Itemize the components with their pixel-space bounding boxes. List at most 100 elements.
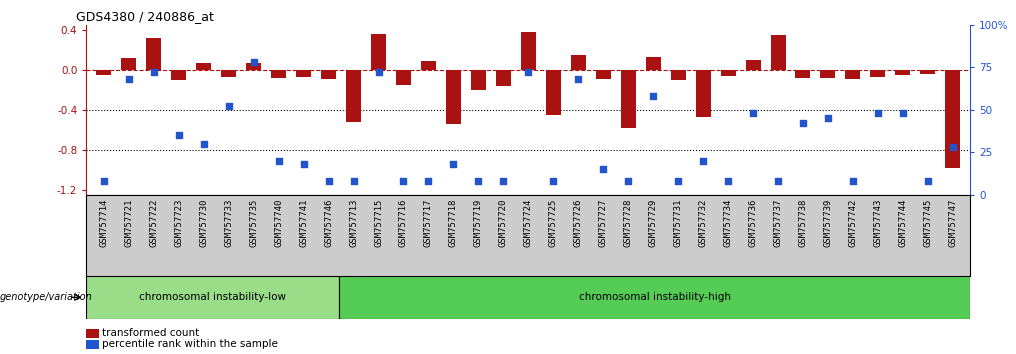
Bar: [421, 61, 436, 70]
Point: [745, 110, 761, 116]
Text: percentile rank within the sample: percentile rank within the sample: [102, 339, 277, 349]
Bar: [172, 70, 186, 80]
Bar: [371, 34, 386, 70]
Text: GSM757723: GSM757723: [175, 199, 183, 247]
Bar: [696, 70, 710, 117]
Text: GSM757717: GSM757717: [424, 199, 433, 247]
Point: [820, 115, 836, 121]
Text: GSM757733: GSM757733: [225, 199, 234, 247]
Point: [96, 178, 112, 184]
Text: GSM757721: GSM757721: [124, 199, 133, 247]
Point: [770, 178, 786, 184]
Point: [470, 178, 487, 184]
Text: GSM757728: GSM757728: [624, 199, 633, 247]
Bar: [271, 70, 287, 78]
Bar: [346, 70, 361, 122]
Point: [270, 158, 287, 164]
Point: [844, 178, 861, 184]
Text: GSM757744: GSM757744: [898, 199, 907, 247]
Point: [795, 120, 811, 126]
Text: GSM757731: GSM757731: [674, 199, 683, 247]
Text: GSM757730: GSM757730: [199, 199, 208, 247]
Bar: [321, 70, 336, 79]
Point: [870, 110, 886, 116]
Point: [919, 178, 936, 184]
Text: GSM757732: GSM757732: [699, 199, 707, 247]
Point: [546, 178, 562, 184]
Bar: [646, 57, 660, 70]
Bar: [339, 276, 970, 319]
Text: GSM757745: GSM757745: [924, 199, 933, 247]
Bar: [396, 70, 410, 85]
Text: GSM757734: GSM757734: [723, 199, 733, 247]
Text: GSM757735: GSM757735: [249, 199, 258, 247]
Bar: [770, 35, 785, 70]
Text: chromosomal instability-low: chromosomal instability-low: [139, 292, 287, 302]
Bar: [546, 70, 561, 115]
Point: [620, 178, 636, 184]
Bar: [121, 58, 136, 70]
Text: GSM757718: GSM757718: [449, 199, 458, 247]
Point: [296, 161, 312, 167]
Point: [220, 103, 237, 109]
Text: genotype/variation: genotype/variation: [0, 292, 92, 302]
Point: [645, 93, 661, 99]
Bar: [221, 70, 236, 77]
Bar: [521, 32, 535, 70]
Text: GSM757726: GSM757726: [574, 199, 583, 247]
Text: GSM757742: GSM757742: [848, 199, 858, 247]
Text: GSM757727: GSM757727: [598, 199, 608, 247]
Point: [246, 59, 262, 65]
Bar: [496, 70, 511, 86]
Bar: [296, 70, 311, 77]
Point: [670, 178, 686, 184]
Point: [145, 69, 162, 75]
Point: [445, 161, 461, 167]
Text: GSM757747: GSM757747: [948, 199, 957, 247]
Bar: [720, 70, 736, 76]
Bar: [945, 70, 960, 168]
Point: [570, 76, 586, 82]
Point: [421, 178, 437, 184]
Text: GSM757740: GSM757740: [274, 199, 283, 247]
Bar: [246, 63, 261, 70]
Text: GSM757746: GSM757746: [324, 199, 333, 247]
Bar: [821, 70, 835, 78]
Point: [121, 76, 137, 82]
Point: [196, 141, 212, 147]
Bar: [470, 70, 486, 90]
Text: GSM757714: GSM757714: [100, 199, 109, 247]
Text: transformed count: transformed count: [102, 329, 199, 338]
Point: [171, 132, 187, 138]
Text: GSM757716: GSM757716: [399, 199, 408, 247]
Text: GSM757724: GSM757724: [524, 199, 532, 247]
Text: GDS4380 / 240886_at: GDS4380 / 240886_at: [76, 10, 214, 23]
Text: GSM757739: GSM757739: [823, 199, 832, 247]
Text: GSM757738: GSM757738: [799, 199, 808, 247]
Text: chromosomal instability-high: chromosomal instability-high: [578, 292, 731, 302]
Text: GSM757743: GSM757743: [874, 199, 882, 247]
Point: [695, 158, 711, 164]
Bar: [895, 70, 910, 75]
Point: [371, 69, 387, 75]
Bar: [796, 70, 811, 78]
Text: GSM757719: GSM757719: [473, 199, 483, 247]
Point: [945, 144, 961, 150]
Bar: [871, 70, 885, 77]
Bar: [86, 276, 339, 319]
Bar: [146, 38, 162, 70]
Bar: [446, 70, 461, 124]
Text: GSM757713: GSM757713: [350, 199, 358, 247]
Bar: [746, 60, 761, 70]
Point: [345, 178, 362, 184]
Text: GSM757737: GSM757737: [773, 199, 782, 247]
Text: GSM757729: GSM757729: [648, 199, 657, 247]
Point: [720, 178, 737, 184]
Bar: [621, 70, 636, 128]
Point: [395, 178, 411, 184]
Text: GSM757720: GSM757720: [499, 199, 508, 247]
Text: GSM757715: GSM757715: [374, 199, 383, 247]
Text: GSM757722: GSM757722: [149, 199, 158, 247]
Bar: [671, 70, 686, 80]
Bar: [571, 55, 586, 70]
